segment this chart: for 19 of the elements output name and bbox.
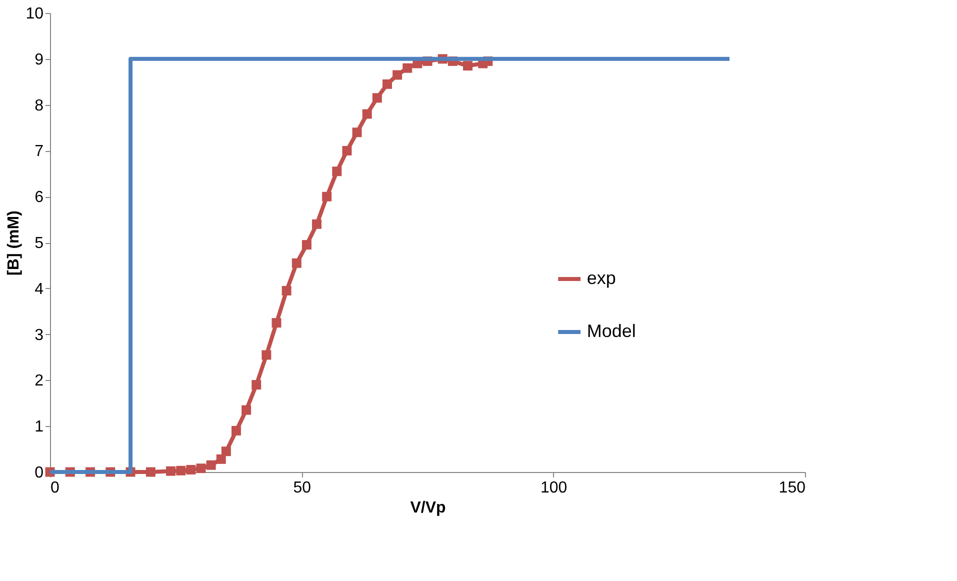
y-tick-label: 8 [34,97,44,114]
x-axis-title: V/Vp [410,500,446,516]
y-tick-label: 9 [34,51,44,68]
y-tick-label: 10 [26,6,44,22]
y-tick-label: 6 [34,189,44,206]
x-tick-label: 50 [293,480,312,496]
y-axis-title: [B] (mM) [6,210,23,276]
y-tick-label: 1 [34,418,44,436]
x-tick-label: 150 [778,480,806,496]
x-tick-label: 100 [540,480,568,496]
y-tick-label: 4 [34,280,44,298]
y-tick-label: 2 [34,372,44,390]
y-tick-label: 0 [34,464,44,482]
y-tick-label: 5 [34,235,44,252]
legend-label: exp [586,268,616,288]
y-tick-label: 7 [34,143,44,160]
y-tick-label: 3 [34,326,44,344]
x-tick-label: 0 [50,480,60,496]
legend-label: Model [586,320,636,341]
